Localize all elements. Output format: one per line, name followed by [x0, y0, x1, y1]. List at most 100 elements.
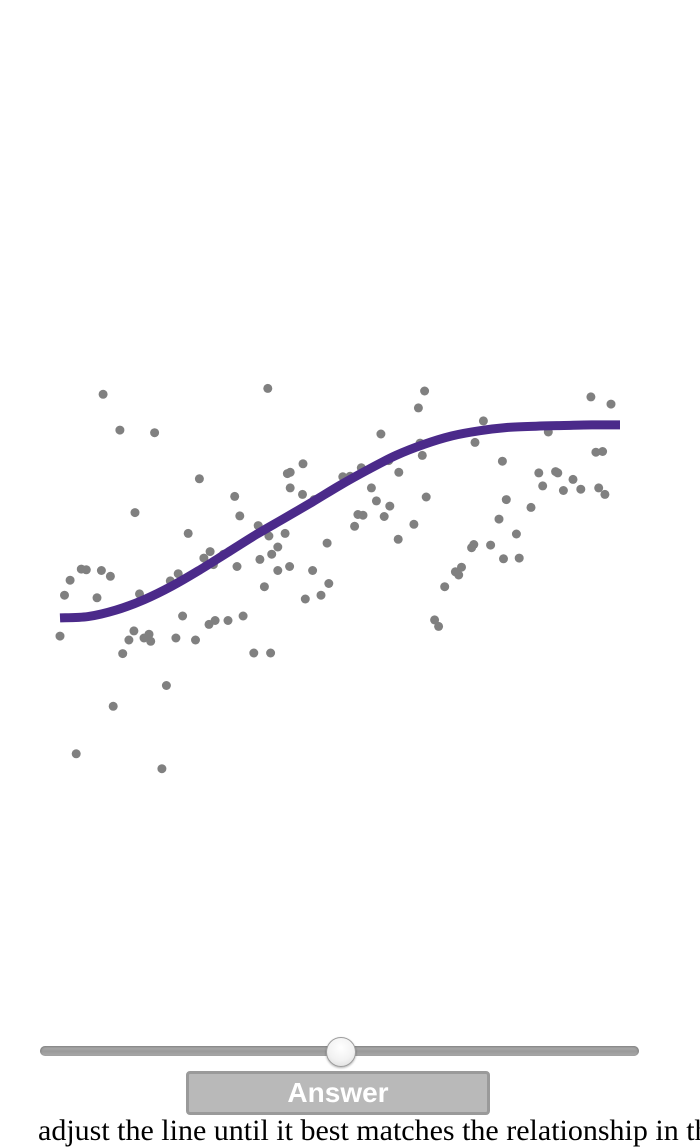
scatter-point [497, 456, 507, 466]
scatter-point [409, 519, 419, 529]
scatter-point [379, 512, 389, 521]
scatter-point [235, 511, 245, 521]
scatter-point [199, 553, 209, 563]
scatter-point [130, 508, 140, 518]
scatter-point [366, 483, 376, 493]
scatter-point [98, 389, 108, 399]
scatter-point [223, 616, 233, 625]
curve-adjust-slider[interactable] [40, 1037, 639, 1067]
scatter-point [171, 633, 181, 643]
scatter-point [591, 447, 601, 457]
scatter-point [394, 467, 404, 477]
scatter-point [568, 474, 578, 484]
scatter-point [194, 474, 204, 484]
scatter-point [478, 416, 488, 426]
scatter-point [298, 489, 307, 499]
scatter-point [259, 582, 269, 592]
scatter-point [150, 428, 160, 438]
scatter-points [55, 383, 616, 774]
scatter-point [178, 611, 188, 621]
scatter-point [534, 468, 544, 478]
scatter-point [129, 626, 139, 636]
scatter-point [538, 481, 548, 491]
scatter-point [501, 495, 511, 505]
scatter-point [230, 491, 240, 501]
scatter-point [393, 534, 403, 544]
scatter-point [558, 486, 568, 495]
slider-thumb[interactable] [325, 1037, 356, 1067]
scatter-point [469, 540, 479, 549]
scatter-point [280, 528, 290, 538]
scatter-point [161, 681, 171, 690]
scatter-point [267, 549, 277, 559]
scatter-point [273, 542, 283, 552]
scatter-point [249, 648, 259, 658]
scatter-point [144, 629, 154, 639]
scatter-point [264, 531, 274, 541]
scatter-point [358, 510, 368, 520]
scatter-point [232, 562, 242, 571]
scatter-point [514, 553, 524, 563]
scatter-point [586, 392, 596, 402]
scatter-point [105, 571, 115, 581]
scatter-point [430, 615, 440, 625]
scatter-point [322, 538, 332, 548]
scatter-point [526, 502, 536, 512]
scatter-point [350, 521, 360, 531]
scatter-point [499, 554, 508, 564]
scatter-point [371, 496, 381, 506]
answer-button[interactable]: Answer [186, 1071, 490, 1115]
scatter-point [316, 590, 326, 600]
scatter-point [273, 566, 283, 575]
scatter-point [440, 582, 450, 592]
scatter-point [157, 764, 167, 774]
scatter-point [108, 701, 118, 711]
fit-curve [59, 420, 621, 623]
scatter-point [454, 570, 464, 580]
scatter-point [173, 569, 183, 579]
scatter-point [420, 386, 430, 396]
scatter-point [385, 501, 395, 511]
scatter-point [205, 547, 215, 557]
instruction-text: adjust the line until it best matches th… [38, 1114, 700, 1147]
scatter-point [183, 528, 193, 538]
scatter-point [285, 562, 295, 571]
scatter-point [470, 437, 480, 447]
scatter-point [576, 484, 586, 494]
scatter-point [210, 616, 220, 625]
scatter-point [55, 631, 65, 641]
scatter-point [494, 514, 504, 524]
scatter-point [594, 483, 604, 493]
scatter-point [191, 635, 200, 645]
scatter-point [600, 489, 610, 499]
scatter-point [324, 579, 334, 588]
scatter-plot [55, 383, 621, 774]
scatter-point [118, 649, 128, 659]
scatter-point [300, 594, 310, 604]
scatter-point [511, 529, 521, 539]
scatter-point [96, 566, 106, 575]
scatter-point [81, 565, 91, 575]
scatter-point [434, 621, 444, 631]
scatter-point [421, 492, 431, 502]
scatter-point [598, 447, 608, 456]
scatter-point [266, 648, 276, 658]
scatter-point [606, 399, 616, 409]
scatter-point [553, 468, 563, 478]
scatter-point [457, 562, 466, 572]
scatter-point [308, 566, 318, 575]
scatter-point [255, 554, 265, 564]
scatter-point [263, 383, 273, 393]
scatter-point [413, 403, 423, 413]
scatter-point [376, 429, 386, 439]
scatter-point [146, 636, 156, 646]
scatter-point [71, 749, 81, 759]
scatter-point [285, 483, 295, 493]
scatter-point [115, 425, 125, 435]
scatter-point [285, 467, 295, 477]
scatter-point [60, 590, 69, 600]
scatter-point [417, 450, 427, 460]
scatter-point [92, 593, 102, 603]
scatter-point [238, 611, 248, 621]
scatter-point [124, 635, 134, 645]
